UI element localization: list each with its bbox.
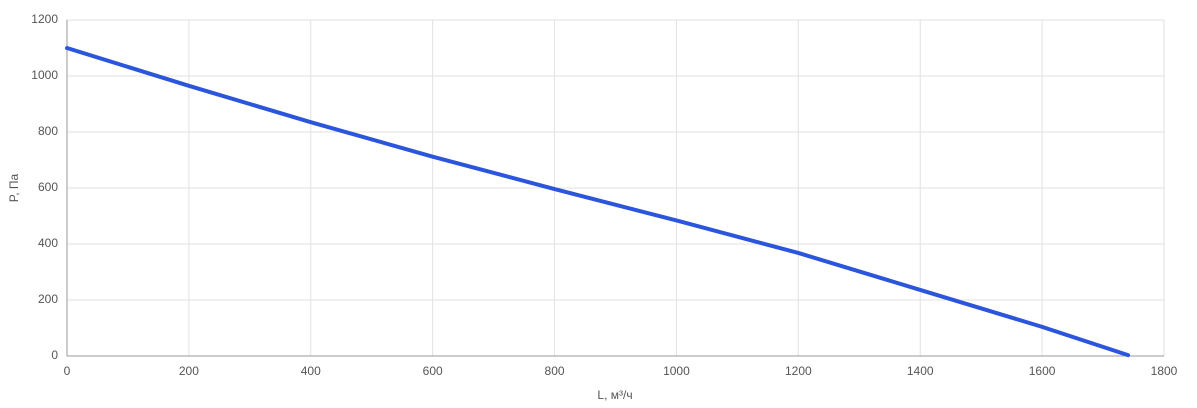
x-axis-label: L, м³/ч	[597, 388, 632, 402]
y-tick-label: 0	[51, 348, 58, 362]
y-tick-label: 400	[38, 236, 58, 250]
y-tick-label: 1000	[31, 68, 58, 82]
y-tick-label: 800	[38, 124, 58, 138]
y-tick-label: 600	[38, 180, 58, 194]
x-tick-label: 1600	[1029, 364, 1056, 378]
y-tick-label: 1200	[31, 12, 58, 26]
data-line	[65, 46, 1131, 358]
x-tick-label: 1000	[663, 364, 690, 378]
x-tick-label: 200	[179, 364, 199, 378]
x-tick-label: 800	[545, 364, 565, 378]
x-tick-label: 1400	[907, 364, 934, 378]
x-tick-label: 400	[301, 364, 321, 378]
x-tick-label: 0	[64, 364, 71, 378]
y-tick-label: 200	[38, 292, 58, 306]
y-axis-label: P, Па	[7, 173, 21, 202]
x-tick-label: 1800	[1151, 364, 1178, 378]
x-tick-label: 1200	[785, 364, 812, 378]
x-tick-label: 600	[423, 364, 443, 378]
